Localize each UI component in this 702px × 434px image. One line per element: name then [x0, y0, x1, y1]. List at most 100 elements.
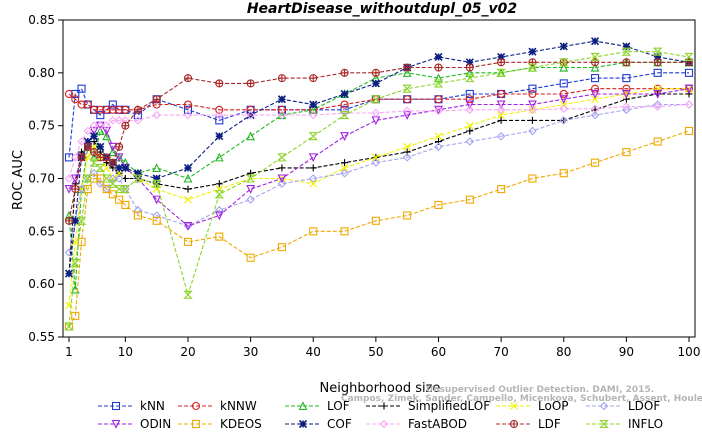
- point-kdeos: [277, 243, 286, 252]
- point-inflo: [402, 84, 413, 93]
- point-lof: [95, 126, 105, 135]
- point-loop: [497, 111, 506, 119]
- point-cof: [559, 42, 568, 51]
- point-odin: [621, 89, 631, 99]
- point-ldf: [215, 79, 224, 88]
- point-ldf: [71, 185, 80, 194]
- point-ldf: [497, 58, 506, 67]
- point-ldf: [115, 142, 124, 151]
- y-tick-label: 0.80: [28, 66, 55, 80]
- point-kdeos: [653, 137, 662, 146]
- point-kdeos: [108, 190, 117, 199]
- point-ldf: [77, 153, 86, 162]
- point-cof: [590, 37, 600, 46]
- legend-label: FastABOD: [408, 417, 467, 431]
- point-fastabod: [434, 106, 443, 116]
- point-inflo: [245, 174, 256, 183]
- legend-label: kNN: [140, 399, 165, 413]
- point-simplifiedlof: [466, 127, 474, 135]
- point-odin: [246, 185, 256, 194]
- point-lof: [152, 163, 162, 172]
- point-ldf: [152, 95, 161, 104]
- point-ldf: [83, 142, 92, 151]
- legend-label: LDF: [538, 417, 561, 431]
- point-ldf: [434, 63, 443, 72]
- point-kdeos: [591, 158, 600, 167]
- point-cof: [133, 169, 142, 178]
- point-cof: [64, 269, 74, 278]
- point-knnw: [90, 105, 99, 114]
- x-tick-label: 100: [678, 345, 701, 359]
- point-odin: [402, 111, 412, 120]
- point-odin: [114, 153, 124, 163]
- point-knnw: [71, 95, 80, 104]
- point-inflo: [114, 185, 124, 194]
- legend-item-loop: LoOP: [496, 399, 569, 413]
- point-inflo: [339, 111, 350, 120]
- point-ldf: [340, 68, 349, 77]
- point-knn: [183, 105, 193, 114]
- legend-marker: [599, 401, 609, 411]
- point-kdeos: [102, 185, 111, 194]
- point-ldf: [403, 63, 412, 72]
- point-fastabod: [108, 116, 118, 125]
- point-ldof: [246, 195, 255, 204]
- point-ldof: [64, 248, 74, 257]
- axes: 0.55 0.60 0.65 0.70 0.75 0.80 0.85 1 10 20 30 40 50 6…: [28, 13, 700, 359]
- point-fastabod: [183, 110, 193, 120]
- point-odin: [214, 211, 224, 221]
- point-odin: [559, 95, 569, 104]
- point-ldof: [559, 116, 569, 125]
- point-ldof: [622, 105, 631, 115]
- legend-label: KDEOS: [220, 417, 262, 431]
- point-lof: [183, 173, 193, 183]
- point-knnw: [183, 100, 193, 109]
- point-knn: [653, 68, 662, 77]
- point-inflo: [183, 290, 193, 299]
- point-simplifiedlof: [278, 164, 286, 172]
- point-kdeos: [684, 126, 694, 135]
- plot-area: [64, 37, 694, 331]
- point-cof: [340, 89, 349, 99]
- point-kdeos: [246, 253, 255, 262]
- point-ldof: [108, 174, 118, 183]
- point-inflo: [64, 322, 74, 331]
- point-odin: [528, 100, 537, 110]
- point-loop: [83, 153, 92, 162]
- point-simplifiedlof: [309, 164, 317, 172]
- point-ldof: [215, 205, 224, 215]
- point-knnw: [77, 100, 86, 109]
- legend-label: LoOP: [538, 399, 569, 413]
- point-ldf: [277, 74, 286, 83]
- point-lof: [590, 62, 600, 72]
- point-knnw: [497, 89, 506, 99]
- point-cof: [653, 52, 662, 62]
- legend-marker: [599, 419, 609, 429]
- point-fastabod: [653, 102, 662, 111]
- point-lof: [89, 152, 99, 162]
- point-fastabod: [308, 110, 318, 120]
- point-cof: [277, 95, 286, 104]
- point-kdeos: [309, 227, 318, 236]
- legend-item-knn: kNN: [98, 399, 165, 413]
- point-kdeos: [133, 211, 142, 220]
- point-kdeos: [371, 216, 380, 225]
- point-ldof: [402, 153, 412, 162]
- series-kdeos: [64, 126, 694, 331]
- legend-item-kdeos: KDEOS: [178, 417, 262, 431]
- legend-marker: [510, 402, 518, 410]
- point-loop: [371, 153, 380, 162]
- point-knn: [528, 84, 537, 93]
- point-ldof: [114, 174, 124, 183]
- point-fastabod: [559, 104, 569, 114]
- point-odin: [108, 142, 118, 152]
- point-fastabod: [246, 110, 255, 120]
- x-tick-label: 80: [556, 345, 571, 359]
- point-fastabod: [277, 110, 287, 120]
- point-inflo: [464, 74, 475, 83]
- point-knnw: [434, 95, 443, 104]
- point-kdeos: [83, 185, 92, 194]
- point-loop: [465, 121, 474, 130]
- point-loop: [434, 132, 443, 141]
